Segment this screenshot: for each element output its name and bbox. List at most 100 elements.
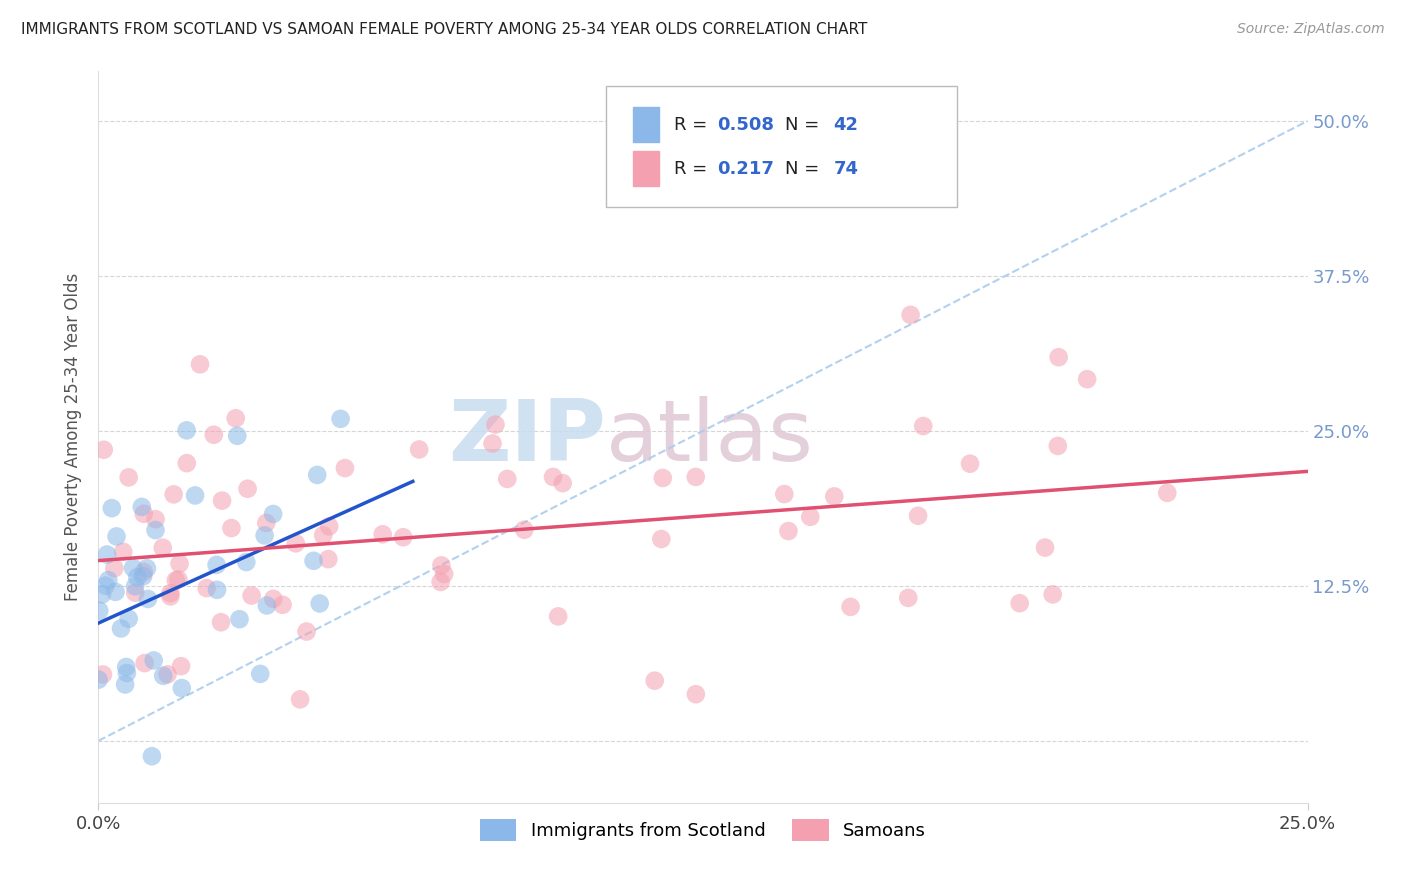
Point (551, 476, 574, 491)
Point (114, 677, 136, 691)
Point (169, 557, 191, 571)
Point (253, 528, 276, 542)
Point (152, 669, 174, 683)
Point (188, 357, 211, 371)
Point (907, 508, 929, 523)
Point (430, 558, 453, 573)
Point (184, 488, 207, 502)
Point (124, 579, 146, 593)
Point (91, 587, 114, 601)
Point (295, 624, 318, 639)
Point (93, 808, 115, 822)
Point (1046, 439, 1069, 453)
Point (132, 507, 155, 521)
Point (541, 470, 564, 484)
Point (371, 527, 394, 541)
Point (105, 529, 128, 543)
Point (211, 493, 233, 508)
Point (513, 523, 536, 537)
Bar (633, 151, 659, 186)
Point (131, 500, 153, 514)
Point (91, 667, 114, 681)
Point (118, 612, 141, 626)
Point (176, 456, 198, 470)
Point (132, 565, 155, 579)
Point (122, 561, 145, 575)
Point (408, 442, 430, 457)
Point (165, 574, 187, 588)
Point (262, 507, 284, 521)
Point (124, 586, 146, 600)
Point (1042, 587, 1064, 601)
Point (167, 573, 190, 587)
Point (433, 566, 456, 581)
Point (163, 487, 186, 501)
Point (839, 599, 862, 614)
Point (254, 516, 277, 530)
Point (93, 442, 115, 457)
Text: N =: N = (785, 116, 825, 134)
Point (142, 653, 165, 667)
Text: 0.217: 0.217 (717, 160, 775, 178)
Point (547, 609, 569, 624)
Point (650, 532, 672, 546)
Point (302, 554, 325, 568)
Point (100, 501, 122, 516)
Point (1076, 372, 1098, 386)
Point (481, 436, 503, 450)
Point (235, 555, 257, 569)
Point (392, 530, 415, 544)
Point (205, 582, 228, 597)
Point (256, 599, 278, 613)
Point (496, 472, 519, 486)
Point (195, 581, 218, 595)
Point (1047, 350, 1070, 364)
Point (136, 561, 159, 575)
Point (170, 681, 193, 695)
Text: atlas: atlas (606, 395, 814, 479)
Point (118, 470, 141, 484)
Point (225, 411, 247, 425)
Point (823, 490, 845, 504)
Point (136, 591, 159, 606)
Point (897, 591, 920, 605)
Point (176, 423, 198, 437)
Point (145, 523, 167, 537)
Point (271, 598, 294, 612)
Point (96, 548, 118, 562)
Point (202, 427, 225, 442)
Point (209, 615, 232, 630)
Point (307, 467, 329, 482)
Text: N =: N = (785, 160, 825, 178)
Point (240, 589, 263, 603)
Text: 42: 42 (834, 116, 859, 134)
Point (429, 574, 451, 589)
Legend: Immigrants from Scotland, Samoans: Immigrants from Scotland, Samoans (472, 812, 934, 848)
Text: Source: ZipAtlas.com: Source: ZipAtlas.com (1237, 22, 1385, 37)
Point (115, 666, 138, 681)
Point (156, 667, 179, 681)
Point (312, 528, 335, 542)
Point (97, 573, 120, 587)
FancyBboxPatch shape (606, 86, 957, 207)
Point (249, 666, 271, 681)
Text: 0.508: 0.508 (717, 116, 775, 134)
Point (221, 521, 243, 535)
Point (115, 660, 138, 674)
Point (308, 597, 330, 611)
Point (333, 461, 356, 475)
Bar (633, 107, 659, 143)
Point (152, 541, 174, 555)
Point (912, 419, 935, 434)
Point (644, 673, 666, 688)
Point (228, 612, 250, 626)
Point (87, 673, 110, 687)
Y-axis label: Female Poverty Among 25-34 Year Olds: Female Poverty Among 25-34 Year Olds (65, 273, 83, 601)
Point (145, 512, 167, 526)
Point (329, 412, 352, 426)
Point (141, 749, 163, 764)
Point (132, 569, 155, 583)
Point (262, 591, 284, 606)
Point (799, 509, 821, 524)
Point (284, 536, 307, 550)
